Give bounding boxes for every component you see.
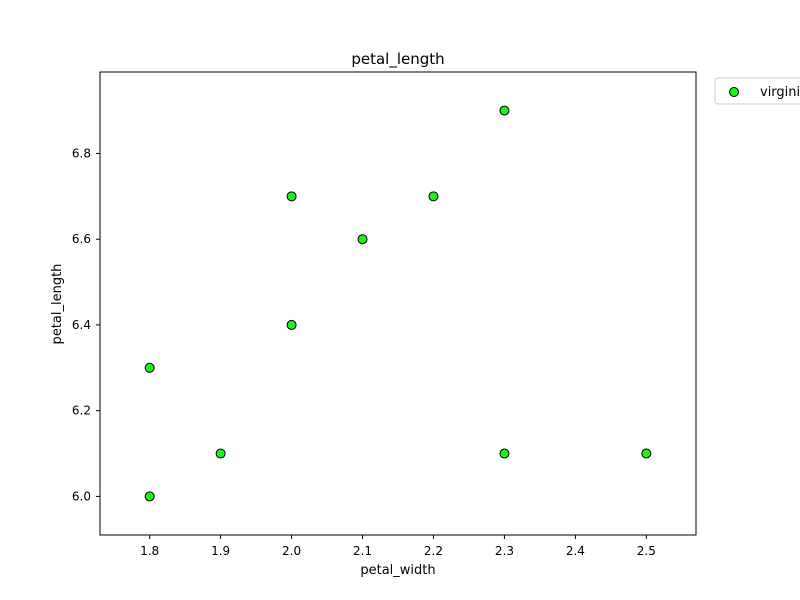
y-tick-label: 6.2 [72, 404, 91, 418]
chart-title: petal_length [351, 50, 444, 69]
plot-area-frame [99, 71, 697, 536]
x-tick-label: 2.5 [637, 544, 656, 558]
y-tick-label: 6.0 [72, 489, 91, 503]
data-point [357, 234, 368, 245]
x-axis-ticks: 1.8 1.9 2.0 2.1 2.2 2.3 2.4 2.5 [140, 535, 656, 558]
legend-label: virgini [760, 85, 800, 100]
data-point [641, 448, 652, 459]
data-point [215, 448, 226, 459]
data-point [286, 319, 297, 330]
data-point [499, 448, 510, 459]
y-tick-label: 6.8 [72, 146, 91, 160]
legend-box [714, 77, 800, 105]
x-tick-label: 2.3 [495, 544, 514, 558]
legend-marker [729, 87, 739, 97]
data-point [428, 191, 439, 202]
x-tick-label: 2.2 [424, 544, 443, 558]
x-tick-label: 2.4 [566, 544, 585, 558]
data-point [286, 191, 297, 202]
y-tick-label: 6.6 [72, 232, 91, 246]
data-point [144, 362, 155, 373]
y-axis-label: petal_length [50, 264, 65, 345]
x-tick-label: 2.1 [353, 544, 372, 558]
x-tick-label: 2.0 [282, 544, 301, 558]
data-point [144, 491, 155, 502]
data-points [144, 105, 652, 502]
data-point [499, 105, 510, 116]
x-tick-label: 1.8 [140, 544, 159, 558]
y-tick-label: 6.4 [72, 318, 91, 332]
x-axis-label: petal_width [360, 563, 435, 578]
x-tick-label: 1.9 [211, 544, 230, 558]
y-axis-ticks: 6.0 6.2 6.4 6.6 6.8 [72, 146, 100, 503]
legend: virgini [714, 77, 800, 105]
